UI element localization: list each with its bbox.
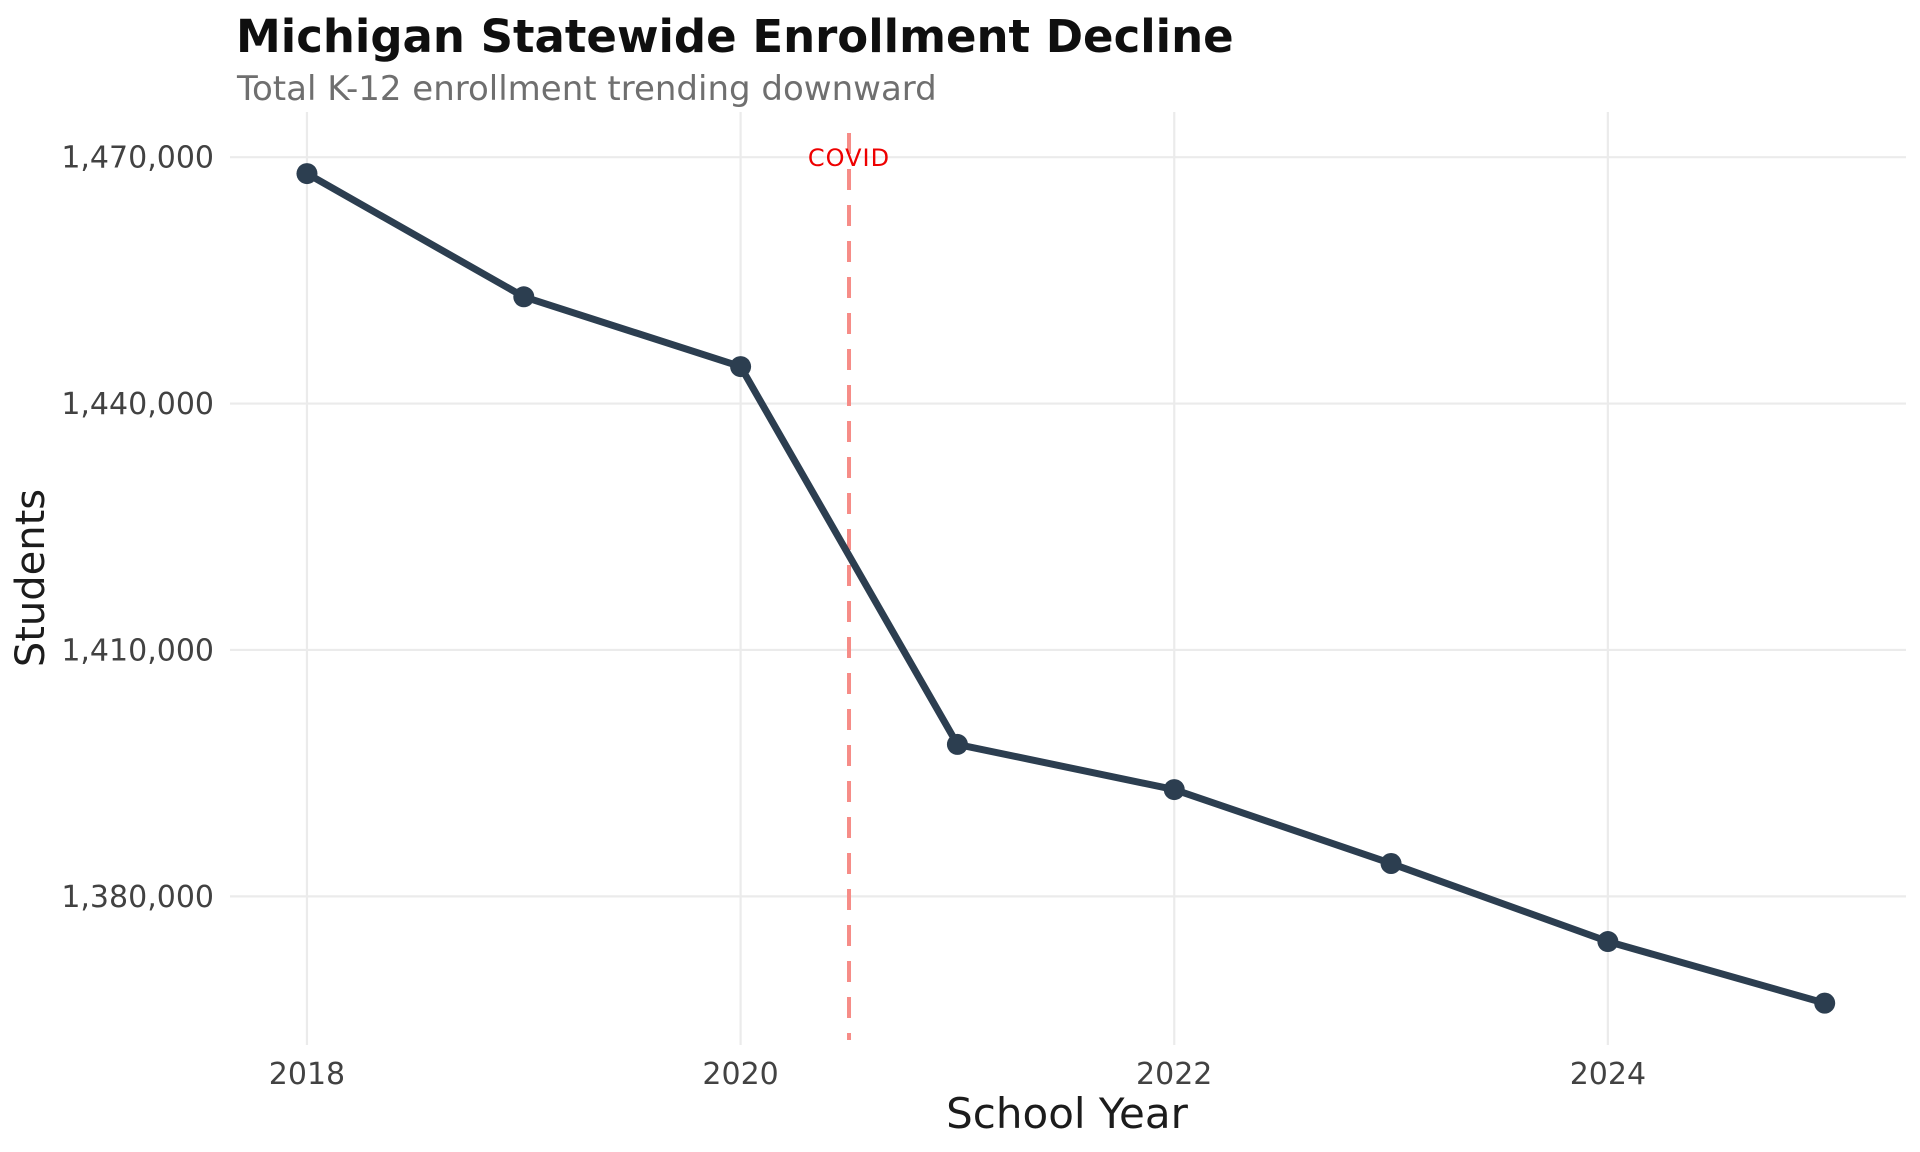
y-tick-label: 1,410,000	[61, 633, 214, 668]
covid-label: COVID	[808, 144, 890, 172]
data-point	[730, 356, 752, 378]
x-tick-label: 2024	[1570, 1057, 1646, 1092]
data-point	[1380, 852, 1402, 874]
gridlines	[230, 112, 1906, 1045]
enrollment-line	[303, 170, 1829, 1007]
x-tick-label: 2022	[1136, 1057, 1212, 1092]
data-point	[1597, 931, 1619, 953]
y-tick-label: 1,440,000	[61, 387, 214, 422]
tick-labels: 1,470,000 1,440,000 1,410,000 1,380,000 2018…	[61, 141, 1646, 1092]
enrollment-series	[296, 163, 1836, 1014]
data-point	[296, 163, 318, 185]
data-point	[946, 733, 968, 755]
x-axis-label: School Year	[946, 1089, 1188, 1138]
x-tick-label: 2020	[702, 1057, 778, 1092]
y-tick-label: 1,380,000	[61, 880, 214, 915]
chart-subtitle: Total K-12 enrollment trending downward	[236, 69, 937, 109]
data-point	[513, 286, 535, 308]
y-axis-label: Students	[8, 489, 54, 667]
chart-title: Michigan Statewide Enrollment Decline	[236, 10, 1234, 63]
x-tick-label: 2018	[269, 1057, 345, 1092]
data-point	[1163, 779, 1185, 801]
y-tick-label: 1,470,000	[61, 141, 214, 176]
data-point	[1814, 992, 1836, 1014]
